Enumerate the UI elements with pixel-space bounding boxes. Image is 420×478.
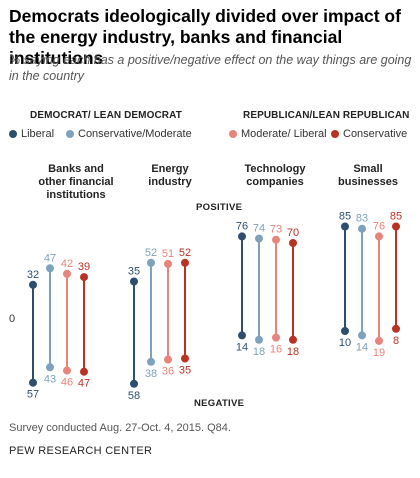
category-label-line: Energy	[151, 163, 189, 175]
category-label-line: institutions	[46, 189, 106, 201]
legend-label-cons-mod: Conservative/Moderate	[78, 128, 192, 140]
category-label-line: companies	[246, 176, 304, 188]
category-label-line: Technology	[244, 163, 306, 175]
positive-dot	[130, 277, 138, 286]
negative-value-label: 35	[179, 365, 191, 377]
category-label-line: businesses	[338, 176, 398, 188]
category-label-line: Small	[353, 163, 383, 175]
positive-value-label: 76	[236, 220, 248, 232]
positive-value-label: 85	[339, 211, 351, 223]
positive-dot	[238, 232, 246, 241]
axis-zero-label: 0	[9, 313, 16, 325]
positive-dot	[181, 258, 189, 267]
category-label-technology: Technology companies	[225, 163, 325, 189]
positive-dot	[46, 264, 54, 273]
negative-value-label: 58	[128, 390, 140, 402]
positive-dot	[341, 222, 349, 231]
positive-value-label: 52	[179, 247, 191, 259]
legend-item-cons-mod: Conservative/Moderate	[66, 128, 192, 140]
negative-value-label: 8	[393, 335, 399, 347]
legend-label-liberal: Liberal	[21, 128, 55, 140]
negative-value-label: 18	[253, 346, 265, 358]
negative-value-label: 16	[270, 344, 282, 356]
negative-dot	[147, 357, 155, 366]
brand-footer: PEW RESEARCH CENTER	[9, 445, 153, 457]
positive-dot	[255, 234, 263, 243]
legend-label-mod-lib: Moderate/ Liberal	[241, 128, 327, 140]
category-label-banks: Banks and other financial institutions	[26, 163, 126, 202]
negative-value-label: 10	[339, 337, 351, 349]
legend-label-conservative: Conservative	[343, 128, 408, 140]
positive-value-label: 39	[78, 261, 90, 273]
positive-value-label: 83	[356, 213, 368, 225]
negative-dot	[46, 363, 54, 372]
positive-dot	[289, 239, 297, 247]
negative-dot	[341, 327, 349, 335]
negative-dot	[392, 324, 400, 333]
legend-group-republican: REPUBLICAN/LEAN REPUBLICAN	[243, 110, 410, 121]
positive-value-label: 51	[162, 248, 174, 260]
negative-dot	[63, 366, 71, 375]
positive-dot	[392, 222, 400, 231]
category-label-energy: Energy industry	[125, 163, 215, 189]
positive-dot	[80, 273, 88, 282]
negative-value-label: 47	[78, 378, 90, 390]
negative-value-label: 43	[44, 373, 56, 385]
positive-value-label: 52	[145, 247, 157, 259]
negative-dot	[289, 335, 297, 344]
chart-title: Democrats ideologically divided over imp…	[9, 6, 401, 68]
axis-positive-label: POSITIVE	[196, 202, 243, 213]
positive-value-label: 70	[287, 227, 299, 239]
positive-dot	[63, 269, 71, 278]
legend-marker-mod-lib	[229, 130, 237, 138]
positive-value-label: 35	[128, 266, 140, 278]
positive-value-label: 76	[373, 220, 385, 232]
negative-value-label: 38	[145, 368, 157, 380]
legend-item-conservative: Conservative	[331, 128, 407, 140]
positive-value-label: 47	[44, 252, 56, 264]
negative-dot	[238, 331, 246, 340]
positive-dot	[272, 235, 280, 244]
positive-dot	[29, 280, 37, 289]
positive-value-label: 32	[27, 269, 39, 281]
positive-dot	[358, 224, 366, 233]
positive-dot	[164, 259, 172, 268]
positive-value-label: 73	[270, 224, 282, 236]
source-note: Survey conducted Aug. 27-Oct. 4, 2015. Q…	[9, 422, 231, 434]
category-label-line: Banks and	[48, 163, 104, 175]
category-label-line: other financial	[38, 176, 114, 188]
negative-value-label: 14	[356, 341, 368, 353]
chart-subtitle: % saying each has a positive/negative ef…	[9, 53, 412, 83]
legend-marker-liberal	[9, 130, 17, 138]
negative-value-label: 18	[287, 346, 299, 358]
negative-value-label: 19	[373, 347, 385, 359]
legend-marker-cons-mod	[66, 130, 74, 138]
legend-group-democrat: DEMOCRAT/ LEAN DEMOCRAT	[30, 110, 182, 121]
category-label-line: industry	[148, 176, 192, 188]
negative-dot	[272, 333, 280, 342]
negative-dot	[80, 367, 88, 376]
negative-dot	[130, 379, 138, 388]
axis-negative-label: NEGATIVE	[194, 398, 245, 409]
negative-dot	[164, 355, 172, 364]
legend-item-liberal: Liberal	[9, 128, 54, 140]
category-label-small-business: Small businesses	[318, 163, 418, 189]
positive-value-label: 74	[253, 223, 265, 235]
negative-dot	[358, 331, 366, 340]
negative-dot	[29, 378, 37, 387]
positive-value-label: 42	[61, 258, 73, 270]
negative-value-label: 14	[236, 341, 248, 353]
negative-dot	[181, 354, 189, 363]
positive-dot	[375, 232, 383, 241]
negative-dot	[375, 336, 383, 345]
negative-dot	[255, 335, 263, 344]
positive-value-label: 85	[390, 211, 402, 223]
legend-item-mod-lib: Moderate/ Liberal	[229, 128, 327, 140]
positive-dot	[147, 258, 155, 267]
negative-value-label: 36	[162, 366, 174, 378]
negative-value-label: 46	[61, 377, 73, 389]
legend-marker-conservative	[331, 130, 339, 138]
negative-value-label: 57	[27, 389, 39, 401]
